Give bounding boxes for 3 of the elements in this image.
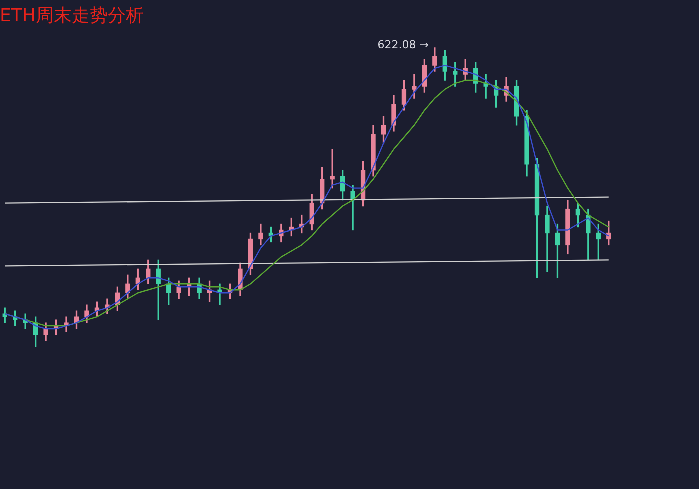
- candlestick: [412, 74, 417, 99]
- chart-title: ETH周末走势分析: [0, 5, 144, 26]
- annotation: 622.08 →: [378, 38, 429, 52]
